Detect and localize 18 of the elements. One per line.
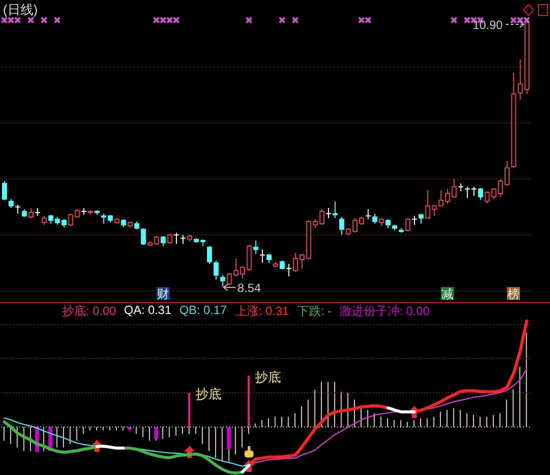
text: QB: 0.17: [179, 303, 227, 319]
text: 抄底: 0.00: [62, 303, 116, 320]
text: 上涨: 0.31: [234, 303, 289, 320]
chart-title: (日线): [3, 1, 38, 19]
text: QA: 0.31: [124, 303, 172, 319]
candlestick: [80, 208, 87, 216]
candlestick: [418, 213, 424, 224]
bar: [226, 426, 231, 450]
bar: [188, 392, 190, 427]
annotation: 8.54: [238, 280, 262, 295]
candlestick: [259, 248, 266, 264]
text: 激进份子冲: 0.00: [339, 303, 430, 320]
text: 下跌: -: [296, 303, 332, 320]
bar: [248, 376, 250, 427]
annotation: 抄底: [254, 370, 281, 385]
annotation: 抄底: [195, 386, 222, 402]
annotation: 10.90: [472, 18, 504, 32]
candlestick: [511, 72, 516, 168]
